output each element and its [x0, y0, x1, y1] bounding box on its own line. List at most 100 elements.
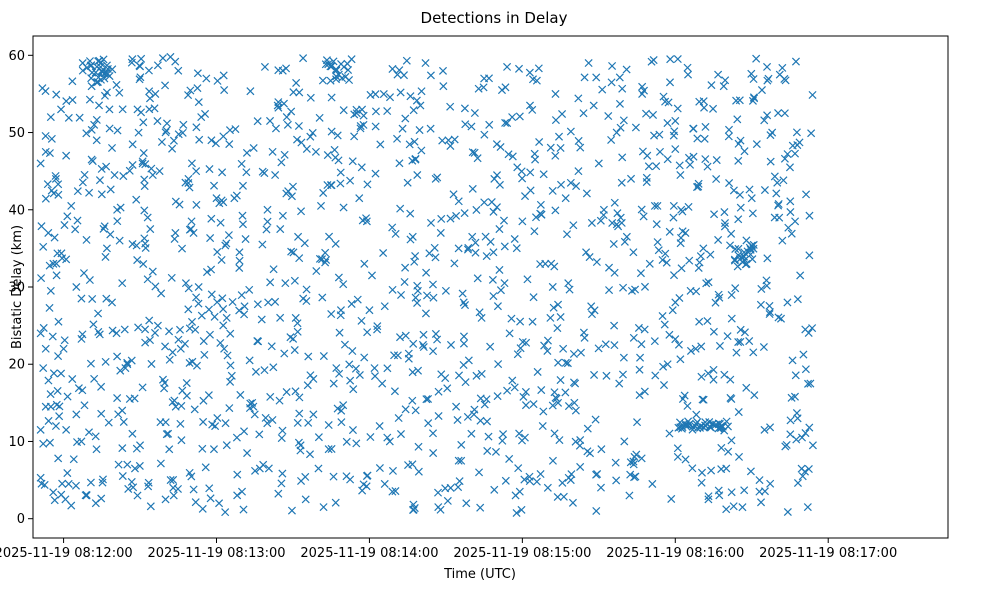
data-point	[235, 256, 244, 265]
data-point	[715, 491, 724, 500]
data-point	[460, 209, 469, 218]
data-point	[801, 365, 810, 374]
data-point	[176, 344, 185, 353]
data-point	[610, 198, 619, 207]
data-point	[692, 410, 701, 419]
data-point	[665, 429, 674, 438]
data-point	[404, 354, 413, 363]
data-point	[684, 202, 693, 211]
data-point	[720, 219, 730, 228]
data-point	[333, 404, 342, 413]
data-point	[496, 142, 505, 152]
data-point	[429, 449, 438, 458]
data-point	[140, 206, 149, 215]
data-point	[792, 128, 801, 137]
data-point	[408, 368, 417, 377]
data-point	[278, 426, 287, 435]
data-point	[205, 330, 214, 339]
data-point	[44, 228, 53, 237]
data-point	[165, 445, 174, 454]
data-point	[476, 394, 485, 403]
data-point	[157, 289, 166, 298]
data-point	[165, 327, 174, 336]
data-point	[788, 356, 797, 365]
data-point	[483, 417, 492, 426]
data-point	[173, 484, 182, 494]
data-point	[696, 252, 705, 261]
data-point	[671, 116, 680, 125]
data-point	[551, 89, 560, 98]
y-tick-label: 30	[8, 281, 25, 296]
data-point	[424, 419, 433, 428]
data-point	[411, 293, 420, 302]
data-point	[145, 316, 154, 325]
data-point	[314, 433, 323, 442]
data-point	[607, 135, 616, 145]
data-point	[450, 135, 459, 144]
y-axis-label: Bistatic Delay (km)	[10, 225, 25, 349]
data-point	[297, 207, 306, 216]
data-point	[459, 339, 468, 348]
data-point	[464, 243, 473, 252]
data-point	[746, 467, 755, 476]
data-point	[561, 194, 570, 203]
data-point	[799, 350, 808, 359]
data-point	[551, 151, 560, 160]
data-point	[530, 227, 539, 236]
data-point	[671, 298, 680, 307]
data-point	[356, 122, 365, 131]
data-point	[525, 477, 534, 486]
data-point	[182, 379, 191, 388]
data-point	[510, 234, 519, 244]
data-point	[213, 298, 222, 307]
data-point	[417, 146, 426, 155]
data-point	[332, 72, 341, 81]
data-point	[523, 275, 532, 284]
data-point	[346, 376, 355, 385]
data-point	[576, 143, 585, 152]
data-point	[745, 185, 754, 194]
data-point	[54, 454, 63, 463]
data-point	[452, 402, 461, 411]
data-point	[638, 82, 647, 91]
data-point	[468, 232, 477, 241]
data-point	[561, 358, 570, 367]
data-point	[202, 74, 211, 83]
data-point	[332, 75, 341, 84]
data-point	[528, 317, 537, 326]
data-point	[174, 130, 183, 139]
data-point	[574, 136, 583, 145]
data-point	[437, 370, 446, 379]
data-point	[653, 201, 662, 210]
data-point	[802, 190, 811, 199]
data-point	[395, 333, 405, 342]
data-point	[370, 364, 379, 373]
data-point	[806, 379, 815, 388]
data-point	[324, 420, 333, 430]
data-point	[213, 413, 222, 423]
data-point	[219, 305, 228, 314]
data-point	[724, 132, 733, 141]
data-point	[494, 360, 503, 369]
data-point	[645, 259, 654, 268]
data-point	[77, 294, 86, 303]
data-point	[686, 346, 696, 355]
data-point	[360, 353, 369, 362]
data-point	[694, 179, 703, 188]
data-point	[780, 154, 789, 163]
data-point	[536, 200, 545, 209]
data-point	[757, 86, 766, 95]
data-point	[702, 279, 711, 288]
data-point	[673, 104, 682, 113]
data-point	[504, 150, 513, 159]
data-point	[493, 302, 502, 311]
data-point	[594, 344, 603, 353]
x-tick-label: 2025-11-19 08:12:00	[0, 546, 133, 561]
data-point	[97, 409, 106, 418]
data-point	[168, 144, 177, 153]
data-point	[568, 498, 577, 507]
data-point	[512, 244, 521, 253]
data-point	[192, 293, 201, 302]
data-point	[629, 457, 638, 466]
data-point	[642, 109, 651, 118]
